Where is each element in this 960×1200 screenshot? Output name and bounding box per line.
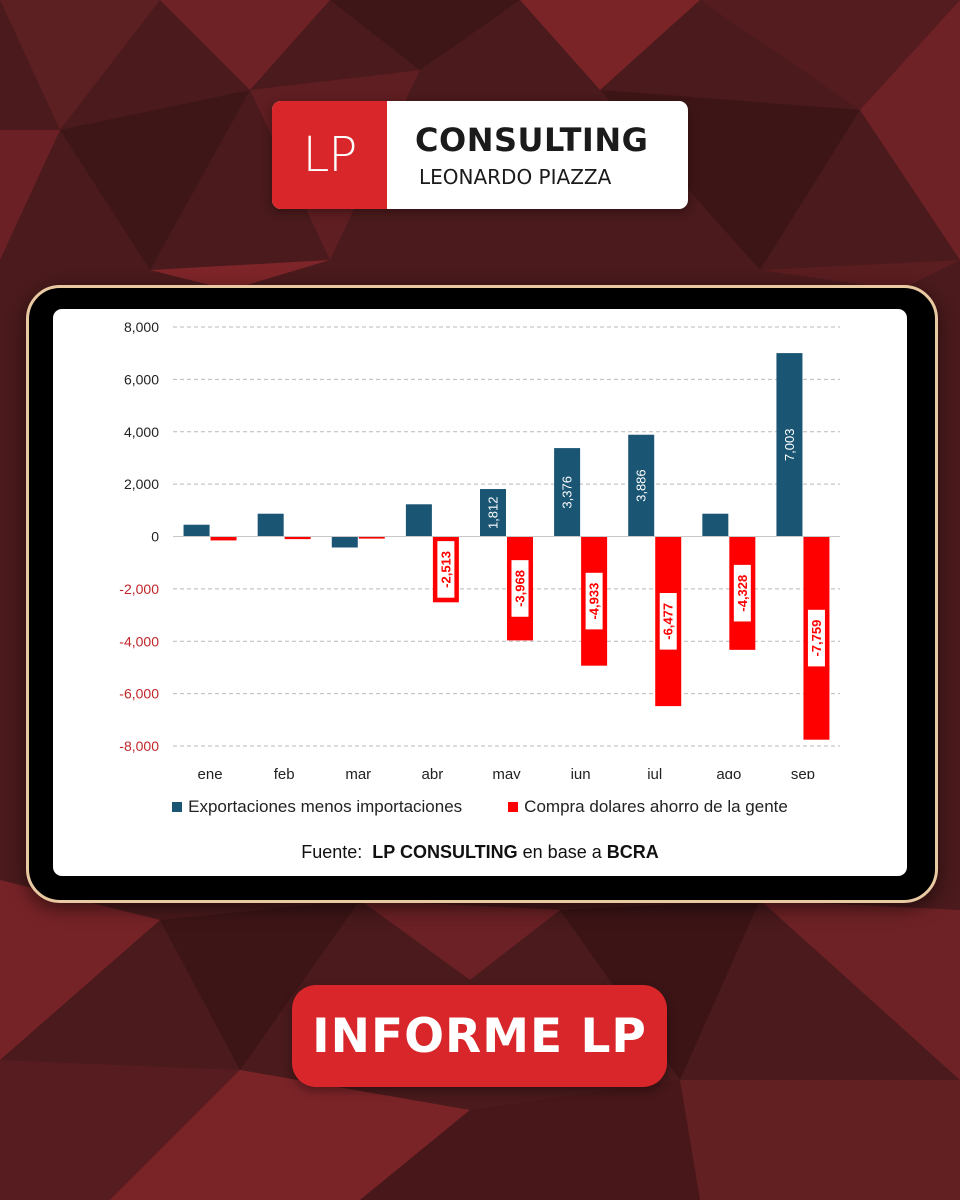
x-tick-label: mar xyxy=(345,766,371,779)
y-tick-label: -8,000 xyxy=(119,738,159,754)
data-label-savings: -7,759 xyxy=(809,620,824,657)
bar-chart: 8,000 6,000 4,000 2,000 0 -2,000 -4,000 -6,000 -… xyxy=(119,319,840,779)
y-tick-label: 6,000 xyxy=(124,371,159,387)
bar-savings xyxy=(358,536,385,539)
data-label-savings: -6,477 xyxy=(661,603,676,640)
logo-text: CONSULTING LEONARDO PIAZZA xyxy=(387,101,688,209)
bar-exports xyxy=(183,524,210,537)
bar-exports xyxy=(776,353,803,537)
x-tick-label: may xyxy=(492,766,521,779)
logo-subtitle: LEONARDO PIAZZA xyxy=(419,165,612,189)
y-tick-label: 2,000 xyxy=(124,476,159,492)
bar-exports xyxy=(554,448,581,537)
data-label-savings: -4,933 xyxy=(587,583,602,620)
logo-title: CONSULTING xyxy=(415,121,649,159)
data-label-box xyxy=(510,559,530,618)
legend-swatch-exports xyxy=(172,802,183,812)
legend-label-exports: Exportaciones menos importaciones xyxy=(188,797,463,816)
data-label-savings: -4,328 xyxy=(735,575,750,612)
data-label-box xyxy=(732,563,752,623)
data-label-box xyxy=(584,571,604,631)
chart-legend: Exportaciones menos importaciones Compra… xyxy=(53,797,907,817)
data-label-savings: -3,968 xyxy=(513,570,528,607)
bar-exports xyxy=(480,489,506,537)
bar-savings xyxy=(284,536,311,540)
logo-mark: LP xyxy=(272,101,387,209)
bar-exports xyxy=(257,513,284,537)
bar-exports xyxy=(405,504,432,537)
bar-exports xyxy=(702,513,729,537)
y-tick-label: 4,000 xyxy=(124,424,159,440)
bar-exports xyxy=(628,434,655,537)
data-label-exports: 3,886 xyxy=(634,469,649,502)
informe-button[interactable]: INFORME LP xyxy=(292,985,667,1087)
y-tick-label: 0 xyxy=(151,529,159,545)
brand-logo: LP CONSULTING LEONARDO PIAZZA xyxy=(272,101,688,209)
y-tick-label: -6,000 xyxy=(119,686,159,702)
y-tick-label: -2,000 xyxy=(119,581,159,597)
source-data: BCRA xyxy=(606,842,659,862)
x-tick-label: jun xyxy=(570,766,591,779)
x-tick-label: abr xyxy=(422,766,444,779)
chart-source: Fuente: LP CONSULTING en base a BCRA xyxy=(53,842,907,863)
legend-swatch-savings xyxy=(508,802,519,812)
x-tick-label: sep xyxy=(791,766,815,779)
source-org: LP CONSULTING xyxy=(372,842,518,862)
data-label-exports: 3,376 xyxy=(560,476,575,509)
bar-savings xyxy=(210,536,237,541)
y-tick-label: 8,000 xyxy=(124,319,159,335)
y-tick-label: -4,000 xyxy=(119,633,159,649)
data-label-box xyxy=(436,540,456,599)
legend-item-savings: Compra dolares ahorro de la gente xyxy=(508,797,788,817)
x-tick-label: ago xyxy=(716,766,741,779)
source-prefix: Fuente: xyxy=(301,842,363,862)
x-tick-label: jul xyxy=(646,766,662,779)
legend-item-exports: Exportaciones menos importaciones xyxy=(172,797,462,817)
data-label-savings: -2,513 xyxy=(438,551,453,588)
bar-exports xyxy=(331,536,358,548)
legend-label-savings: Compra dolares ahorro de la gente xyxy=(524,797,788,816)
x-tick-label: ene xyxy=(198,766,223,779)
x-tick-label: feb xyxy=(274,766,295,779)
chart-screen: 8,000 6,000 4,000 2,000 0 -2,000 -4,000 -6,000 -… xyxy=(53,309,907,876)
data-label-exports: 7,003 xyxy=(782,429,797,462)
data-label-box xyxy=(658,592,678,651)
data-label-box xyxy=(806,608,826,668)
source-middle: en base a xyxy=(522,842,602,862)
data-label-exports: 1,812 xyxy=(486,497,501,530)
